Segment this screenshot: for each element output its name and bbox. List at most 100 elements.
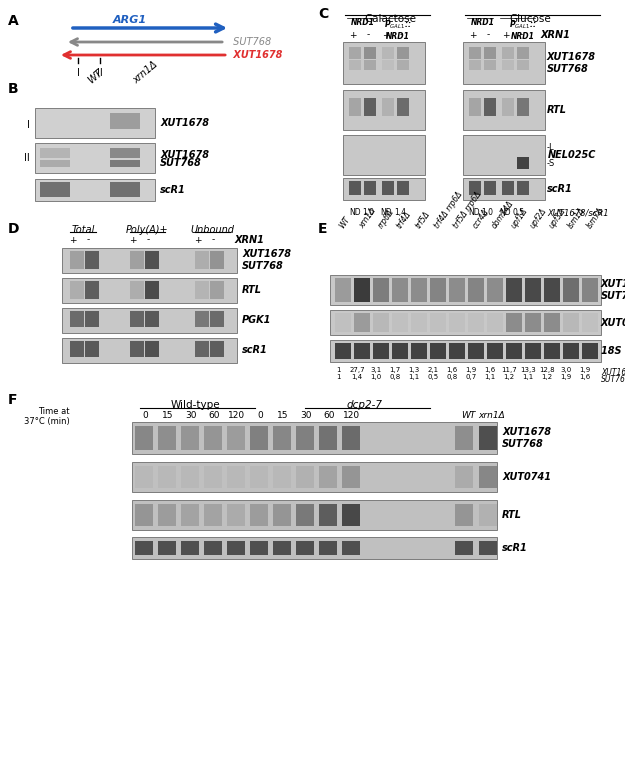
Bar [85, 341, 99, 357]
Bar [487, 278, 503, 302]
Text: xrn1Δ: xrn1Δ [131, 60, 159, 86]
Bar [469, 60, 481, 70]
Text: 0,5: 0,5 [428, 374, 439, 380]
Text: 1,3: 1,3 [408, 367, 419, 373]
Bar [250, 541, 268, 555]
Bar [506, 343, 522, 359]
Text: WT: WT [338, 215, 352, 230]
Bar [479, 466, 497, 488]
Text: XRN1: XRN1 [540, 30, 570, 40]
Text: P$_{GAL1}$::
NRD1: P$_{GAL1}$:: NRD1 [509, 18, 537, 41]
Text: WT: WT [86, 68, 104, 86]
Text: WT: WT [461, 411, 475, 419]
Bar [85, 251, 99, 269]
Text: 1,9: 1,9 [561, 374, 572, 380]
Bar [135, 466, 153, 488]
Bar [455, 466, 473, 488]
Bar [335, 313, 351, 332]
Text: 15: 15 [278, 411, 289, 419]
Text: XRN1: XRN1 [235, 235, 265, 245]
Bar [132, 462, 497, 492]
Bar [449, 313, 465, 332]
Text: 0,8: 0,8 [389, 374, 401, 380]
Bar [349, 47, 361, 59]
Text: 18S rRNA: 18S rRNA [601, 346, 625, 356]
Text: lsm7Δ: lsm7Δ [585, 205, 606, 230]
Bar [392, 313, 408, 332]
Text: trf4Δ: trf4Δ [395, 209, 413, 230]
Bar [449, 278, 465, 302]
Text: -L: -L [547, 142, 554, 152]
Bar [468, 313, 484, 332]
Bar [62, 338, 237, 363]
Bar [364, 60, 376, 70]
Bar [502, 98, 514, 116]
Bar [330, 340, 601, 362]
Bar [517, 157, 529, 169]
Text: 1,2: 1,2 [504, 374, 514, 380]
Bar [455, 504, 473, 526]
Bar [319, 426, 337, 450]
Bar [204, 426, 222, 450]
Bar [484, 181, 496, 195]
Text: scR1: scR1 [160, 185, 186, 195]
Bar [145, 341, 159, 357]
Text: +: + [69, 236, 77, 244]
Bar [364, 47, 376, 59]
Bar [130, 341, 144, 357]
Bar [70, 251, 84, 269]
Bar [132, 422, 497, 454]
Text: 15: 15 [162, 411, 174, 419]
Text: lsm1Δ: lsm1Δ [566, 205, 587, 230]
Text: Time at
37°C (min): Time at 37°C (min) [24, 407, 70, 426]
Text: -: - [146, 236, 149, 244]
Text: NRD1: NRD1 [351, 18, 375, 27]
Bar [132, 500, 497, 530]
Text: 1,6: 1,6 [579, 374, 591, 380]
Bar [70, 311, 84, 327]
Bar [397, 181, 409, 195]
Text: 60: 60 [208, 411, 220, 419]
Bar [392, 278, 408, 302]
Text: 0: 0 [142, 411, 148, 419]
Bar [373, 313, 389, 332]
Text: E: E [318, 222, 328, 236]
Text: 13,3: 13,3 [520, 367, 536, 373]
Bar [181, 504, 199, 526]
Text: 1,0: 1,0 [371, 374, 382, 380]
Text: B: B [8, 82, 19, 96]
Text: XUT1678
SUT768: XUT1678 SUT768 [547, 52, 596, 74]
Bar [40, 160, 70, 167]
Bar [397, 60, 409, 70]
Bar [525, 313, 541, 332]
Bar [544, 313, 560, 332]
Bar [181, 541, 199, 555]
Bar [349, 181, 361, 195]
Text: 27,7: 27,7 [349, 367, 365, 373]
Bar [354, 313, 370, 332]
Text: scR1: scR1 [502, 543, 528, 553]
Bar [430, 313, 446, 332]
Text: dom34Δ: dom34Δ [490, 198, 516, 230]
Bar [506, 313, 522, 332]
Text: xrn1Δ: xrn1Δ [479, 411, 506, 419]
Bar [158, 541, 176, 555]
Bar [195, 341, 209, 357]
Bar [484, 98, 496, 116]
Text: XUT1678
SUT768: XUT1678 SUT768 [601, 279, 625, 301]
Text: ND: ND [468, 208, 480, 217]
Bar [469, 181, 481, 195]
Text: -: - [86, 236, 89, 244]
Text: SUT768/18S: SUT768/18S [601, 374, 625, 383]
Bar [484, 60, 496, 70]
Text: II: II [97, 68, 103, 78]
Bar [110, 182, 140, 197]
Bar [502, 60, 514, 70]
Bar [525, 278, 541, 302]
Bar [296, 426, 314, 450]
Text: RTL: RTL [547, 105, 567, 115]
Bar [250, 504, 268, 526]
Text: RTL: RTL [502, 510, 522, 520]
Bar [62, 278, 237, 303]
Text: upf3Δ: upf3Δ [547, 206, 568, 230]
